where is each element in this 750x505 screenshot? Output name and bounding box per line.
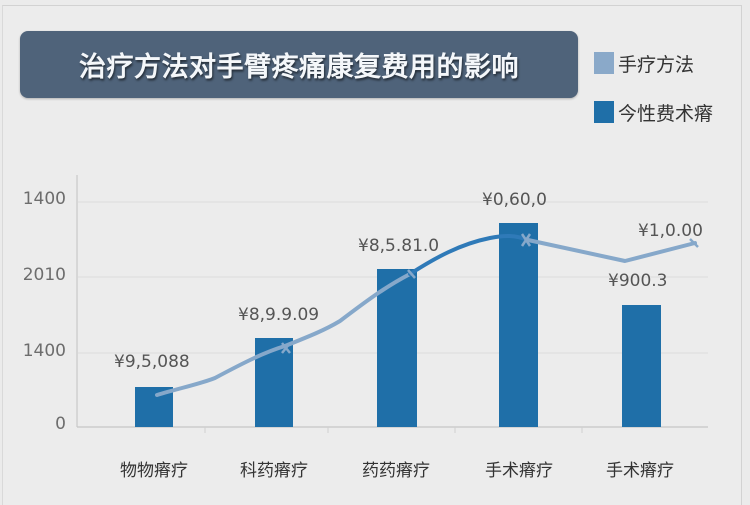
bar-value-label: ¥8,5.81.0 xyxy=(358,236,440,256)
x-ticks xyxy=(204,427,583,433)
legend: 手疗方法 今性费术瘠 xyxy=(594,48,713,146)
y-tick-label: 2010 xyxy=(22,265,66,285)
bar-5 xyxy=(622,305,661,427)
title-banner: 治疗方法对手臂疼痛康复费用的影响 xyxy=(20,31,578,98)
y-tick-label: 0 xyxy=(55,414,66,434)
y-tick-label: 1400 xyxy=(22,341,66,361)
bars xyxy=(135,223,661,427)
bar-3 xyxy=(377,269,417,427)
x-category-label: 手术瘠疗 xyxy=(485,461,553,481)
x-category-label: 手术瘠疗 xyxy=(606,461,674,481)
x-category-label: 物物瘠疗 xyxy=(120,461,188,481)
legend-swatch-bar xyxy=(594,101,614,123)
y-tick-label: 1400 xyxy=(22,189,66,209)
x-category-label: 药药瘠疗 xyxy=(362,461,430,481)
bar-value-label: ¥900.3 xyxy=(608,271,668,291)
bar-value-label: ¥0,60,0 xyxy=(482,190,547,210)
legend-label: 手疗方法 xyxy=(618,53,695,76)
legend-label: 今性费术瘠 xyxy=(618,102,714,125)
bar-value-label: ¥9,5,088 xyxy=(114,352,190,372)
bar-2 xyxy=(255,338,293,427)
legend-item-bar: 今性费术瘠 xyxy=(594,97,713,127)
line-series-right xyxy=(526,238,697,263)
line-series-upper xyxy=(408,233,530,276)
bar-value-label: ¥8,9.9.09 xyxy=(238,305,320,325)
x-category-label: 科药瘠疗 xyxy=(240,461,308,481)
chart-title: 治疗方法对手臂疼痛康复费用的影响 xyxy=(79,52,519,83)
line-markers xyxy=(281,233,699,354)
bar-4 xyxy=(499,223,538,427)
legend-item-line: 手疗方法 xyxy=(594,48,713,78)
line-end-label: ¥1,0.00 xyxy=(638,221,703,241)
legend-swatch-line xyxy=(594,52,614,74)
